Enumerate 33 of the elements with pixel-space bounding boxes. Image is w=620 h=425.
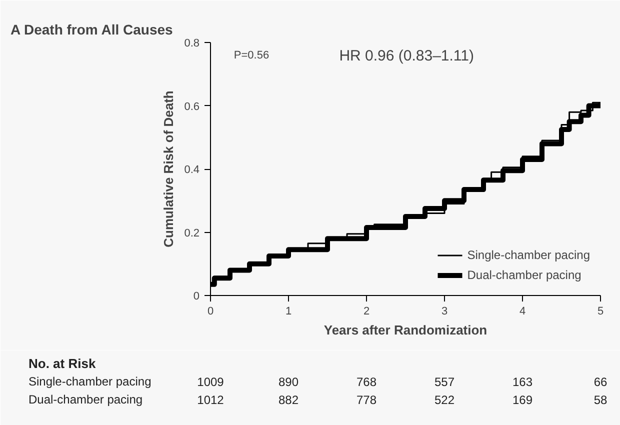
y-tick-label: 0.8	[184, 38, 200, 50]
y-tick-label: 0.4	[184, 164, 200, 176]
text: 1012	[197, 393, 224, 407]
text: 778	[356, 393, 377, 407]
text: 1009	[197, 375, 224, 389]
y-tick-label: 0.6	[184, 100, 200, 113]
x-tick-label: 0	[207, 306, 214, 318]
text: A Death from All Causes	[10, 22, 174, 38]
x-tick-label: 2	[363, 306, 370, 318]
x-tick-label: 5	[597, 306, 604, 318]
x-tick-label: 1	[285, 306, 292, 318]
x-tick-label: 4	[519, 306, 526, 318]
y-tick-label: 0	[193, 290, 200, 302]
text: 557	[434, 375, 455, 389]
text: 163	[512, 375, 533, 389]
text: Single-chamber pacing	[28, 374, 152, 388]
text: 169	[512, 393, 533, 407]
text: 882	[278, 393, 299, 407]
text: Dual-chamber pacing	[28, 392, 143, 406]
y-axis-title: Cumulative Risk of Death	[161, 90, 176, 248]
text: 522	[434, 393, 455, 407]
legend-label: Dual-chamber pacing	[467, 268, 582, 282]
text: 768	[356, 375, 377, 389]
text: 890	[278, 375, 299, 389]
y-tick-label: 0.2	[184, 227, 200, 240]
x-axis-title: Years after Randomization	[324, 322, 488, 338]
annotation: HR 0.96 (0.83–1.11)	[339, 48, 474, 65]
text: No. at Risk	[28, 356, 96, 371]
legend-label: Single-chamber pacing	[467, 248, 590, 262]
annotation: P=0.56	[234, 49, 270, 62]
x-tick-label: 3	[441, 306, 448, 318]
text: 58	[594, 393, 608, 407]
text: 66	[594, 375, 608, 389]
